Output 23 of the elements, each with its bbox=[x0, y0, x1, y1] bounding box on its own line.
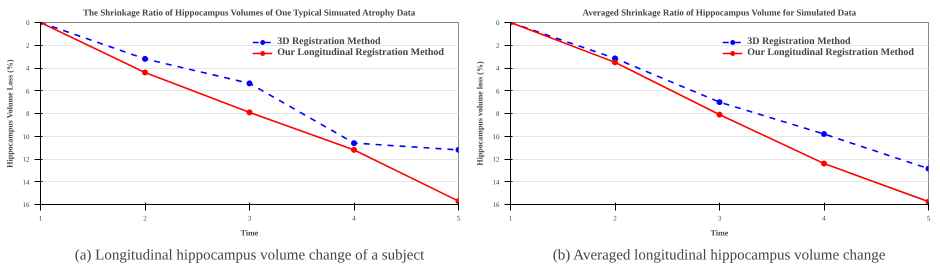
point bbox=[821, 160, 827, 167]
legend-label: 3D Registration Method bbox=[277, 36, 381, 47]
point bbox=[351, 140, 357, 146]
y-axis-title: Hippocampus Volume Loss (%) bbox=[6, 59, 14, 168]
point bbox=[612, 59, 618, 66]
text: (b) Averaged longitudinal hippocampus volume change bbox=[552, 248, 886, 264]
point bbox=[246, 109, 252, 116]
point bbox=[821, 130, 827, 137]
legend-label: Our Longitudinal Registration Method bbox=[747, 47, 914, 58]
point bbox=[142, 56, 148, 62]
chart-title: The Shrinkage Ratio of Hippocampus Volumes of One Typical Simuated Atrophy Data bbox=[82, 8, 416, 18]
chart-title: Averaged Shrinkage Ratio of Hippocampus Volume for Simulated Data bbox=[582, 8, 857, 18]
text: (a) Longitudinal hippocampus volume change of a subject bbox=[74, 248, 426, 264]
point bbox=[142, 70, 148, 76]
point bbox=[716, 99, 722, 106]
point bbox=[351, 146, 357, 153]
x-axis-title: Time bbox=[710, 228, 729, 238]
legend-label: Our Longitudinal Registration Method bbox=[277, 47, 444, 58]
y-axis-title: Hippocampus volume loss (%) bbox=[476, 61, 484, 166]
x-axis-title: Time bbox=[240, 228, 259, 238]
point bbox=[716, 112, 722, 118]
point bbox=[246, 80, 252, 86]
legend-label: 3D Registration Method bbox=[747, 36, 851, 47]
